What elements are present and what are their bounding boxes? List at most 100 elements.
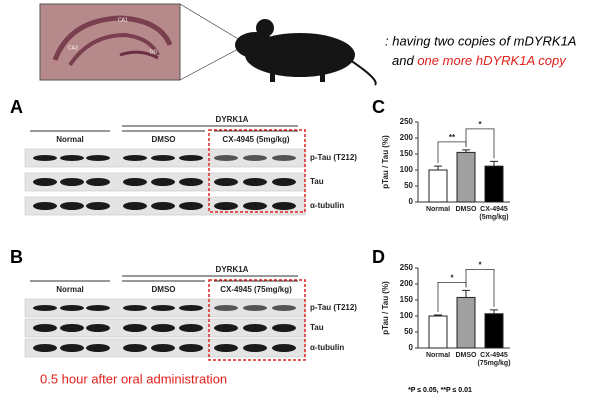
band-label: Tau <box>310 177 324 186</box>
blot-band <box>86 344 110 352</box>
note: 0.5 hour after oral administration <box>40 371 227 386</box>
blot-band <box>123 305 147 311</box>
caption: : having two copies of mDYRK1A <box>385 33 576 48</box>
blot-band <box>86 155 110 161</box>
blot-band <box>33 155 57 161</box>
blot-band <box>243 178 267 186</box>
zoom-line <box>179 47 241 81</box>
blot-band <box>243 202 267 210</box>
label-box: CX-4945 (75mg/kg) <box>477 352 511 367</box>
blot-band <box>33 344 57 352</box>
error-bar <box>490 160 498 167</box>
panel-label: B <box>10 247 23 267</box>
y-tick-label: 200 <box>400 133 414 142</box>
y-tick-label: 100 <box>400 311 414 320</box>
blot-band <box>86 305 110 311</box>
x-tick-label: CX-4945 (5mg/kg) <box>479 206 509 221</box>
y-tick-label: 50 <box>404 327 413 336</box>
bar <box>456 151 476 203</box>
blot-band <box>272 324 296 332</box>
significance-label: * <box>478 261 482 270</box>
blot-band <box>123 344 147 352</box>
band-label: α-tubulin <box>310 343 344 352</box>
error-bar <box>434 314 442 316</box>
blot-band <box>243 155 267 161</box>
blot-band <box>243 324 267 332</box>
blot-band <box>33 202 57 210</box>
blot-band <box>33 305 57 311</box>
blot-band <box>151 178 175 186</box>
error-bar <box>434 165 442 170</box>
brain-image <box>39 3 181 81</box>
blot-band <box>243 305 267 311</box>
blot-band <box>123 178 147 186</box>
label-box: DMSO <box>456 206 477 213</box>
label-box: DMSO <box>455 352 477 359</box>
blot-band <box>243 344 267 352</box>
blot-band <box>33 324 57 332</box>
lane-label: Normal <box>56 285 84 294</box>
y-axis-label: pTau / Tau (%) <box>381 135 390 189</box>
label-box: Normal <box>426 206 450 213</box>
blot-band <box>86 324 110 332</box>
blot-band <box>123 155 147 161</box>
group-label: DYRK1A <box>216 265 249 274</box>
blot-band <box>33 178 57 186</box>
blot-band <box>272 202 296 210</box>
blot-band <box>214 155 238 161</box>
lane-label: Normal <box>56 135 84 144</box>
y-tick-label: 200 <box>400 279 414 288</box>
highlight-box <box>208 279 306 361</box>
x-tick-label: DMSO <box>455 352 477 359</box>
blot-band <box>60 344 84 352</box>
blot-band <box>179 178 203 186</box>
panel-label: A <box>10 97 23 117</box>
brain-label: DG <box>150 49 158 55</box>
blot-band <box>151 155 175 161</box>
panel-label: D <box>372 247 385 267</box>
blot-band <box>60 155 84 161</box>
y-tick-label: 100 <box>400 165 414 174</box>
band-label: α-tubulin <box>310 201 344 210</box>
blot-band <box>214 344 238 352</box>
band-label: p-Tau (T212) <box>310 303 357 312</box>
blot-band <box>214 324 238 332</box>
brain-label: CA3 <box>68 45 78 51</box>
significance-label: ** <box>449 133 456 142</box>
y-tick-label: 250 <box>400 263 414 272</box>
lane-label: CX-4945 (75mg/kg) <box>220 285 292 294</box>
blot-band <box>214 202 238 210</box>
caption: and one more hDYRK1A copy <box>392 53 567 68</box>
blot-band <box>151 344 175 352</box>
bar <box>428 169 448 203</box>
blot-band <box>272 155 296 161</box>
y-tick-label: 150 <box>400 149 414 158</box>
y-tick-label: 0 <box>409 197 414 206</box>
blot-band <box>86 178 110 186</box>
blot-band <box>123 202 147 210</box>
blot-band <box>179 305 203 311</box>
y-tick-label: 250 <box>400 117 414 126</box>
y-axis-label: pTau / Tau (%) <box>381 281 390 335</box>
blot-band <box>151 324 175 332</box>
caption: and <box>392 53 414 68</box>
caption-highlight: one more hDYRK1A copy <box>417 53 567 68</box>
footnote: *P ≤ 0.05, **P ≤ 0.01 <box>408 387 472 394</box>
band-label: p-Tau (T212) <box>310 153 357 162</box>
significance-bracket <box>465 269 495 307</box>
lane-label: DMSO <box>152 135 176 144</box>
blot-band <box>60 324 84 332</box>
blot-band <box>151 305 175 311</box>
lane-label: CX-4945 (5mg/kg) <box>222 135 289 144</box>
blot-band <box>179 202 203 210</box>
blot-band <box>272 344 296 352</box>
x-tick-label: CX-4945 (75mg/kg) <box>477 352 511 367</box>
mouse-image <box>235 19 377 86</box>
error-bar <box>490 309 498 314</box>
zoom-line <box>179 3 241 41</box>
blot-band <box>151 202 175 210</box>
x-tick-label: Normal <box>425 352 451 359</box>
y-tick-label: 50 <box>404 181 413 190</box>
y-tick-label: 150 <box>400 295 414 304</box>
